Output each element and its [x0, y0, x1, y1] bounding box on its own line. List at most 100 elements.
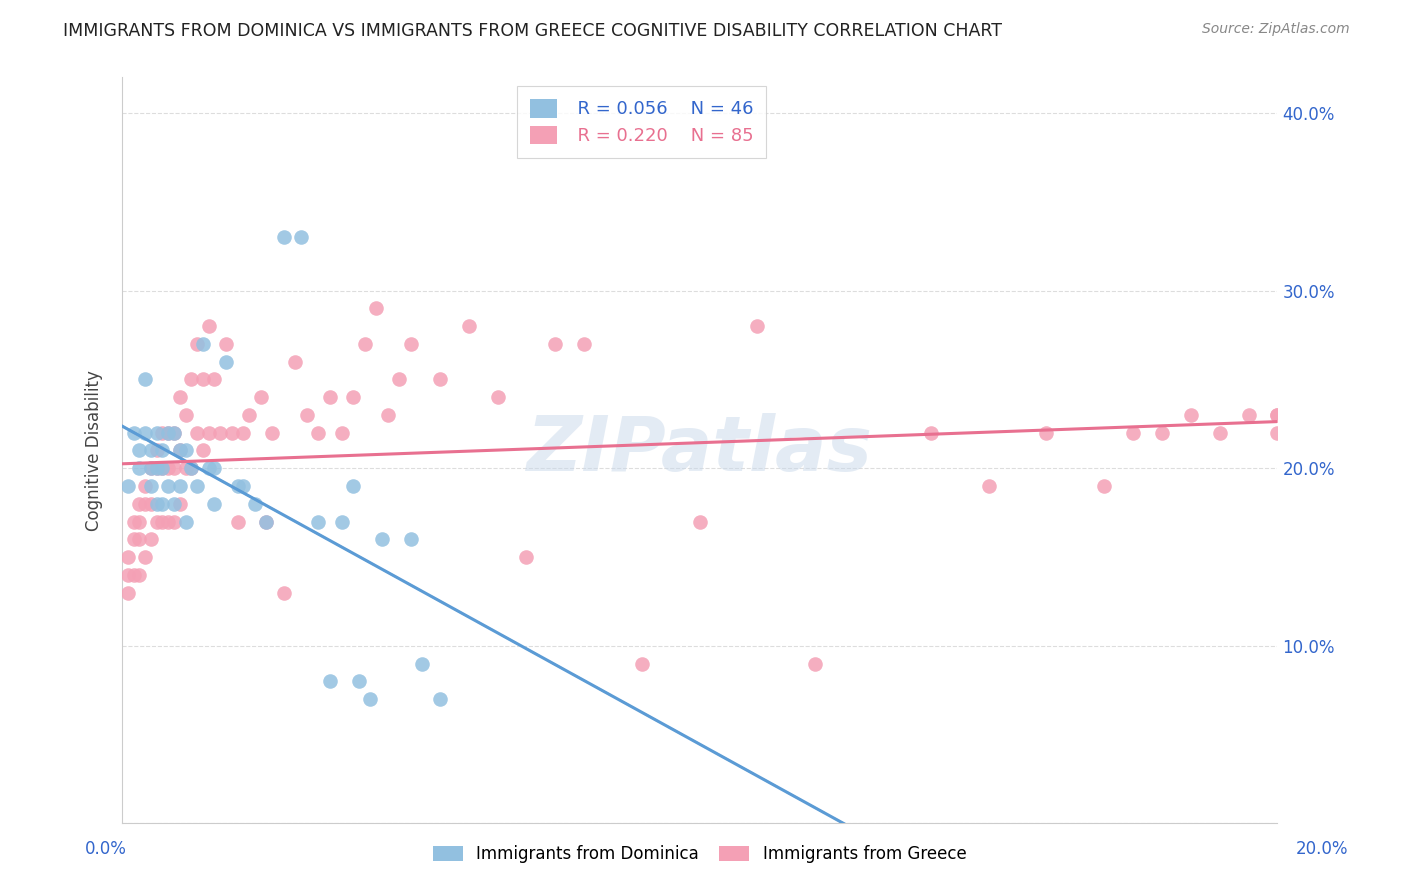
Text: 0.0%: 0.0% — [84, 840, 127, 858]
Point — [1180, 408, 1202, 422]
Point — [139, 497, 162, 511]
Point — [134, 372, 156, 386]
Point — [163, 461, 186, 475]
Point — [249, 390, 271, 404]
Point — [117, 567, 139, 582]
Point — [1092, 479, 1115, 493]
Point — [169, 443, 191, 458]
Point — [284, 354, 307, 368]
Point — [117, 479, 139, 493]
Point — [174, 461, 197, 475]
Point — [238, 408, 260, 422]
Point — [262, 425, 284, 440]
Point — [169, 479, 191, 493]
Point — [1035, 425, 1057, 440]
Point — [197, 425, 219, 440]
Point — [1267, 408, 1289, 422]
Point — [747, 319, 769, 334]
Text: IMMIGRANTS FROM DOMINICA VS IMMIGRANTS FROM GREECE COGNITIVE DISABILITY CORRELAT: IMMIGRANTS FROM DOMINICA VS IMMIGRANTS F… — [63, 22, 1002, 40]
Point — [134, 497, 156, 511]
Point — [457, 319, 479, 334]
Point — [215, 354, 238, 368]
Point — [152, 443, 174, 458]
Point — [122, 515, 145, 529]
Point — [128, 567, 150, 582]
Point — [295, 408, 318, 422]
Point — [152, 461, 174, 475]
Point — [221, 425, 243, 440]
Point — [122, 567, 145, 582]
Point — [544, 337, 567, 351]
Point — [128, 515, 150, 529]
Point — [226, 479, 249, 493]
Point — [204, 461, 226, 475]
Point — [139, 533, 162, 547]
Point — [134, 425, 156, 440]
Point — [515, 549, 537, 564]
Point — [128, 533, 150, 547]
Point — [342, 390, 364, 404]
Point — [429, 372, 451, 386]
Text: ZIPatlas: ZIPatlas — [527, 414, 873, 487]
Point — [145, 461, 167, 475]
Point — [411, 657, 433, 671]
Point — [243, 497, 266, 511]
Point — [117, 585, 139, 599]
Point — [139, 443, 162, 458]
Point — [388, 372, 411, 386]
Point — [319, 674, 342, 689]
Point — [122, 533, 145, 547]
Point — [134, 549, 156, 564]
Point — [152, 461, 174, 475]
Point — [180, 372, 202, 386]
Y-axis label: Cognitive Disability: Cognitive Disability — [86, 370, 103, 531]
Point — [134, 479, 156, 493]
Point — [215, 337, 238, 351]
Point — [152, 515, 174, 529]
Point — [353, 337, 375, 351]
Point — [273, 230, 295, 244]
Point — [290, 230, 312, 244]
Point — [163, 425, 186, 440]
Point — [145, 443, 167, 458]
Point — [232, 479, 254, 493]
Point — [191, 372, 214, 386]
Point — [191, 337, 214, 351]
Point — [174, 408, 197, 422]
Point — [273, 585, 295, 599]
Point — [157, 425, 180, 440]
Point — [117, 549, 139, 564]
Text: Source: ZipAtlas.com: Source: ZipAtlas.com — [1202, 22, 1350, 37]
Point — [308, 425, 330, 440]
Point — [139, 461, 162, 475]
Point — [145, 461, 167, 475]
Point — [689, 515, 711, 529]
Point — [122, 425, 145, 440]
Point — [342, 479, 364, 493]
Point — [180, 461, 202, 475]
Point — [572, 337, 595, 351]
Point — [174, 443, 197, 458]
Point — [429, 692, 451, 706]
Point — [1150, 425, 1173, 440]
Point — [174, 515, 197, 529]
Point — [157, 425, 180, 440]
Point — [169, 390, 191, 404]
Point — [319, 390, 342, 404]
Point — [209, 425, 232, 440]
Point — [152, 425, 174, 440]
Point — [197, 461, 219, 475]
Point — [152, 497, 174, 511]
Point — [169, 497, 191, 511]
Point — [157, 515, 180, 529]
Point — [157, 461, 180, 475]
Point — [977, 479, 1000, 493]
Point — [204, 497, 226, 511]
Point — [920, 425, 942, 440]
Point — [399, 533, 422, 547]
Point — [128, 443, 150, 458]
Point — [804, 657, 827, 671]
Point — [226, 515, 249, 529]
Point — [139, 461, 162, 475]
Point — [330, 515, 353, 529]
